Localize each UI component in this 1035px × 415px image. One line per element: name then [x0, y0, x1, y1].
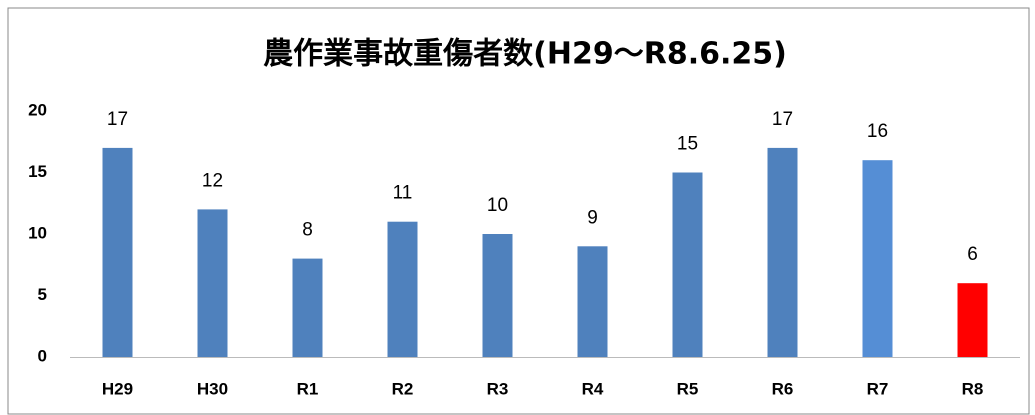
bar [577, 246, 608, 357]
bar [957, 283, 988, 357]
bar [387, 221, 418, 357]
bar [672, 172, 703, 357]
x-tick-label: R5 [677, 379, 699, 398]
x-tick-label: R7 [867, 379, 889, 398]
x-tick-label: R6 [772, 379, 794, 398]
bar [482, 234, 513, 357]
x-tick-label: R4 [582, 379, 604, 398]
bar [767, 147, 798, 357]
y-tick-label: 10 [28, 223, 47, 242]
bar [862, 160, 893, 357]
value-label: 17 [772, 109, 793, 130]
x-tick-label: R2 [392, 379, 414, 398]
value-label: 12 [202, 170, 223, 191]
y-tick-label: 15 [28, 162, 47, 181]
chart-frame [7, 7, 1030, 415]
value-label: 16 [867, 121, 888, 142]
value-label: 15 [677, 134, 698, 155]
y-tick-label: 5 [38, 285, 47, 304]
value-label: 10 [487, 195, 508, 216]
y-tick-label: 20 [28, 100, 47, 119]
value-label: 6 [967, 244, 978, 265]
value-label: 9 [587, 207, 598, 228]
x-tick-label: R8 [962, 379, 984, 398]
y-tick-label: 0 [38, 346, 47, 365]
value-label: 8 [302, 220, 313, 241]
bar [292, 258, 323, 357]
x-tick-label: H29 [102, 379, 133, 398]
x-tick-label: H30 [197, 379, 228, 398]
chart-title: 農作業事故重傷者数(H29〜R8.6.25) [263, 37, 787, 72]
bar [102, 147, 133, 357]
x-tick-label: R1 [297, 379, 319, 398]
x-tick-label: R3 [487, 379, 509, 398]
value-label: 11 [393, 183, 413, 204]
value-label: 17 [107, 109, 128, 130]
bar [197, 209, 228, 357]
